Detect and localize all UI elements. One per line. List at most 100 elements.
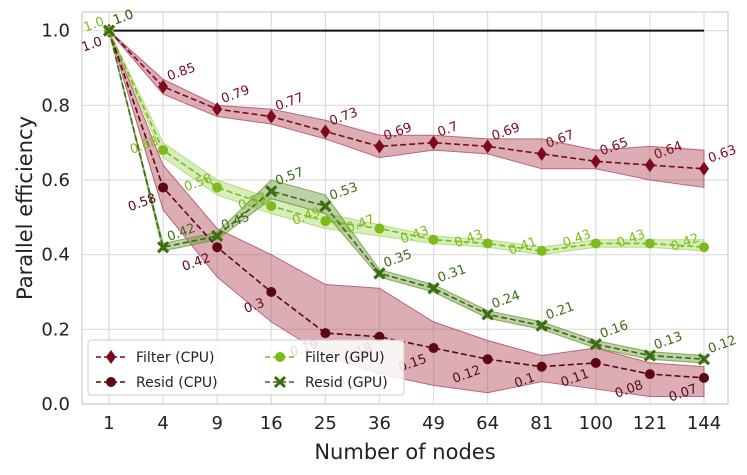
data-point-stroke (535, 319, 548, 332)
data-point (158, 79, 169, 94)
y-tick-label: 0.6 (41, 170, 70, 191)
series-markers (102, 23, 711, 383)
data-point (699, 161, 709, 176)
legend: Filter (CPU) Filter (GPU) Resid (CPU) Resid… (87, 339, 405, 396)
data-point (374, 223, 385, 234)
y-tick-label: 0.8 (41, 95, 70, 116)
band-filter-cpu (108, 30, 705, 189)
data-point-stroke (265, 185, 278, 198)
data-label: 0.43 (453, 227, 485, 251)
data-label: 0.35 (382, 247, 414, 271)
legend-item: Resid (GPU) (265, 375, 388, 391)
data-point (265, 185, 278, 198)
data-label: 0.85 (165, 60, 197, 84)
x-tick-label: 144 (687, 413, 721, 434)
x-tick-label: 81 (530, 413, 553, 434)
x-tick-label: 36 (368, 413, 391, 434)
x-tick-label: 49 (422, 413, 445, 434)
data-point (536, 146, 547, 161)
data-point (482, 238, 493, 249)
legend-marker (275, 352, 285, 362)
x-tick-label: 16 (260, 413, 283, 434)
data-label: 1.0 (111, 7, 136, 28)
data-label: 0.31 (436, 262, 468, 286)
data-label: 0.16 (598, 318, 630, 342)
data-label: 0.63 (706, 143, 738, 167)
data-label: 1.0 (82, 14, 107, 35)
series-lines (108, 30, 705, 379)
data-point (320, 328, 331, 339)
legend-label: Filter (GPU) (305, 350, 385, 366)
data-point (212, 102, 223, 117)
data-label: 0.42 (669, 231, 701, 255)
data-point-stroke (373, 267, 386, 280)
data-point-stroke (156, 241, 170, 254)
x-tick-label: 25 (314, 413, 337, 434)
data-label: 0.12 (706, 333, 738, 357)
data-point (644, 369, 655, 380)
legend-label: Filter (CPU) (136, 350, 215, 366)
y-tick-label: 0.4 (41, 245, 70, 266)
data-label: 0.45 (219, 210, 251, 234)
data-point (428, 135, 439, 150)
data-point (482, 139, 493, 154)
data-point (266, 109, 277, 124)
data-point (211, 229, 224, 243)
data-point (590, 238, 601, 249)
data-point (158, 182, 169, 193)
data-point (428, 234, 439, 245)
data-point-stroke (589, 338, 602, 351)
data-point (643, 349, 657, 362)
data-point-stroke (481, 308, 494, 321)
data-point (536, 245, 547, 256)
data-point-stroke (427, 282, 440, 295)
legend-item: Filter (CPU) (96, 350, 215, 366)
data-point (590, 357, 601, 368)
x-axis-label: Number of nodes (314, 440, 495, 464)
data-point (536, 361, 547, 372)
data-label: 0.79 (219, 83, 251, 107)
data-point (644, 238, 655, 249)
data-point (590, 154, 601, 169)
data-point-stroke (697, 353, 711, 366)
data-label: 0.43 (399, 223, 431, 247)
y-tick-label: 0.2 (41, 319, 70, 340)
data-point (212, 242, 223, 253)
data-point (697, 353, 711, 366)
data-label: 0.1 (513, 370, 538, 391)
legend-label: Resid (CPU) (136, 375, 218, 391)
legend-marker (106, 377, 116, 387)
data-point-stroke (211, 229, 224, 243)
data-label: 1.0 (111, 7, 136, 28)
legend-marker (273, 375, 287, 389)
data-label: 0.24 (490, 288, 522, 312)
data-label: 0.3 (242, 296, 267, 317)
data-point (102, 24, 116, 37)
legend-item: Resid (CPU) (96, 375, 218, 391)
data-point (428, 343, 439, 353)
data-point (644, 158, 655, 173)
y-tick-label: 0.0 (41, 394, 70, 415)
legend-label: Resid (GPU) (305, 375, 388, 391)
series-line (108, 30, 705, 252)
y-axis-label: Parallel efficiency (13, 116, 37, 300)
data-point-stroke (319, 200, 332, 213)
x-tick-label: 100 (579, 413, 613, 434)
data-point (266, 287, 277, 297)
data-point (699, 242, 709, 253)
x-tick-label: 121 (633, 413, 667, 434)
data-point (699, 372, 709, 383)
data-point (481, 308, 494, 321)
data-point (320, 124, 331, 139)
data-point (374, 331, 385, 342)
data-label: 0.77 (274, 90, 306, 114)
data-label: 1.0 (80, 34, 105, 55)
data-point (535, 319, 548, 332)
data-point (589, 338, 602, 351)
series-line (108, 30, 705, 379)
data-label: 0.21 (544, 299, 576, 323)
data-point (373, 267, 386, 280)
x-tick-label: 64 (476, 413, 499, 434)
series-line (108, 30, 705, 170)
